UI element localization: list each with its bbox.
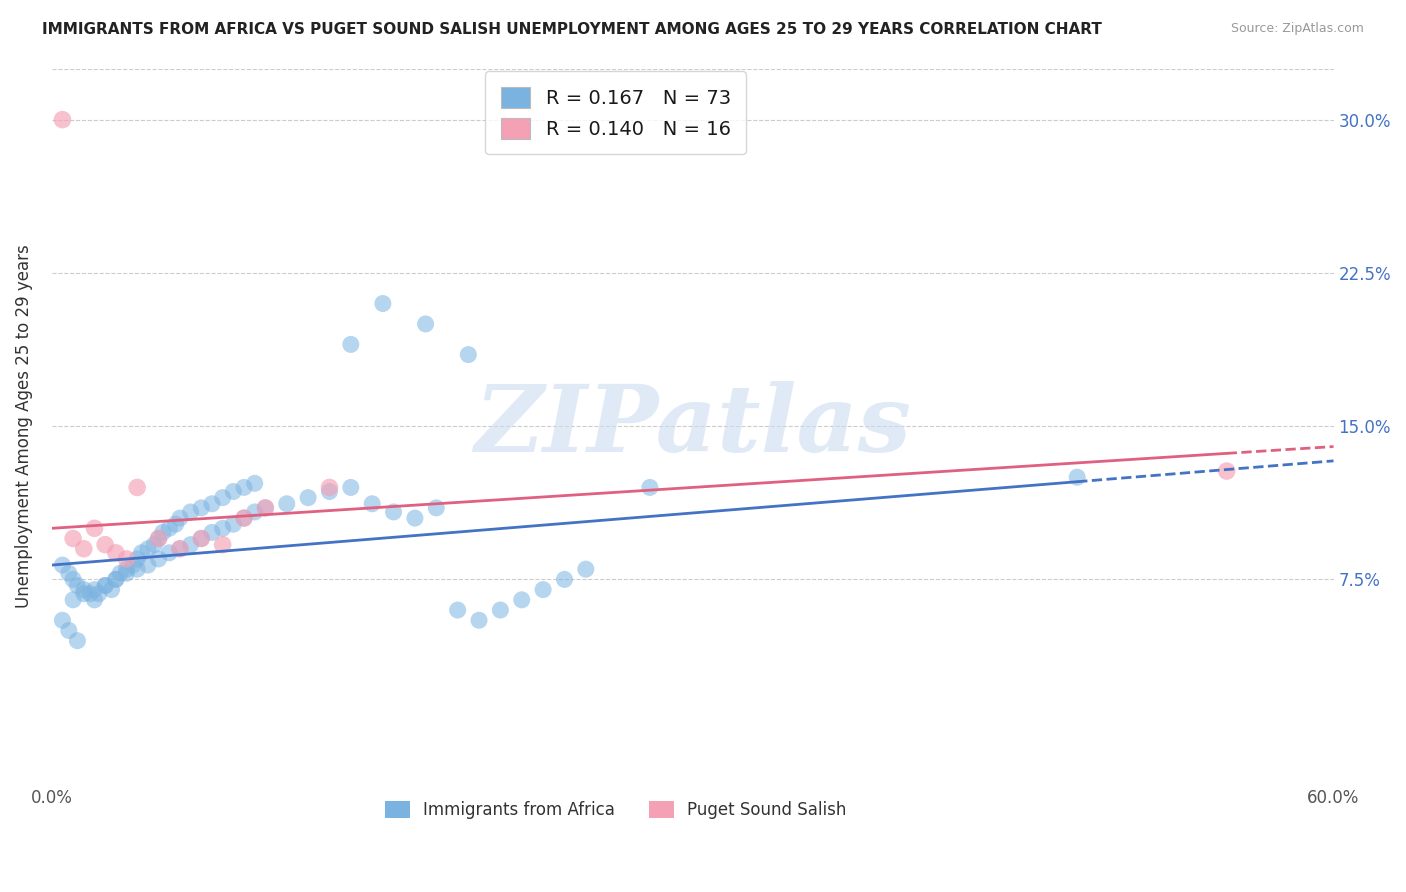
Point <box>318 480 340 494</box>
Point <box>243 476 266 491</box>
Point <box>190 532 212 546</box>
Point <box>233 511 256 525</box>
Point <box>415 317 437 331</box>
Text: IMMIGRANTS FROM AFRICA VS PUGET SOUND SALISH UNEMPLOYMENT AMONG AGES 25 TO 29 YE: IMMIGRANTS FROM AFRICA VS PUGET SOUND SA… <box>42 22 1102 37</box>
Point <box>51 613 73 627</box>
Point <box>531 582 554 597</box>
Point <box>233 480 256 494</box>
Point <box>108 566 131 581</box>
Point <box>211 521 233 535</box>
Point <box>83 592 105 607</box>
Point <box>276 497 298 511</box>
Text: Source: ZipAtlas.com: Source: ZipAtlas.com <box>1230 22 1364 36</box>
Point <box>211 538 233 552</box>
Point <box>638 480 661 494</box>
Point <box>136 541 159 556</box>
Point <box>148 532 170 546</box>
Point <box>446 603 468 617</box>
Point <box>143 538 166 552</box>
Point <box>79 587 101 601</box>
Point <box>318 484 340 499</box>
Point <box>73 582 96 597</box>
Point <box>148 532 170 546</box>
Point <box>122 558 145 573</box>
Point <box>51 558 73 573</box>
Point <box>371 296 394 310</box>
Point <box>169 541 191 556</box>
Point <box>222 517 245 532</box>
Point <box>73 587 96 601</box>
Point <box>340 337 363 351</box>
Point <box>62 532 84 546</box>
Point <box>211 491 233 505</box>
Point <box>73 541 96 556</box>
Text: ZIPatlas: ZIPatlas <box>474 381 911 471</box>
Point <box>136 558 159 573</box>
Point <box>83 582 105 597</box>
Point <box>104 573 127 587</box>
Point <box>169 541 191 556</box>
Point <box>297 491 319 505</box>
Point <box>510 592 533 607</box>
Point <box>127 562 149 576</box>
Point <box>62 573 84 587</box>
Point <box>190 532 212 546</box>
Legend: Immigrants from Africa, Puget Sound Salish: Immigrants from Africa, Puget Sound Sali… <box>378 794 853 825</box>
Point <box>382 505 405 519</box>
Point <box>1215 464 1237 478</box>
Point <box>425 500 447 515</box>
Y-axis label: Unemployment Among Ages 25 to 29 years: Unemployment Among Ages 25 to 29 years <box>15 244 32 608</box>
Point <box>180 538 202 552</box>
Point <box>104 546 127 560</box>
Point <box>222 484 245 499</box>
Point <box>165 517 187 532</box>
Point <box>254 500 277 515</box>
Point <box>94 538 117 552</box>
Point <box>127 480 149 494</box>
Point <box>489 603 512 617</box>
Point <box>157 521 180 535</box>
Point <box>62 592 84 607</box>
Point <box>254 500 277 515</box>
Point <box>180 505 202 519</box>
Point <box>58 566 80 581</box>
Point <box>361 497 384 511</box>
Point <box>115 552 138 566</box>
Point <box>190 500 212 515</box>
Point <box>115 566 138 581</box>
Point <box>83 521 105 535</box>
Point <box>169 511 191 525</box>
Point <box>553 573 575 587</box>
Point <box>201 497 224 511</box>
Point <box>58 624 80 638</box>
Point <box>404 511 426 525</box>
Point <box>148 552 170 566</box>
Point <box>468 613 491 627</box>
Point <box>131 546 153 560</box>
Point <box>66 578 89 592</box>
Point <box>94 578 117 592</box>
Point <box>457 348 479 362</box>
Point <box>157 546 180 560</box>
Point <box>100 582 122 597</box>
Point <box>575 562 598 576</box>
Point <box>233 511 256 525</box>
Point <box>87 587 110 601</box>
Point <box>340 480 363 494</box>
Point <box>66 633 89 648</box>
Point <box>152 525 174 540</box>
Point <box>94 578 117 592</box>
Point <box>1066 470 1088 484</box>
Point <box>127 552 149 566</box>
Point <box>115 562 138 576</box>
Point <box>243 505 266 519</box>
Point <box>201 525 224 540</box>
Point <box>104 573 127 587</box>
Point <box>51 112 73 127</box>
